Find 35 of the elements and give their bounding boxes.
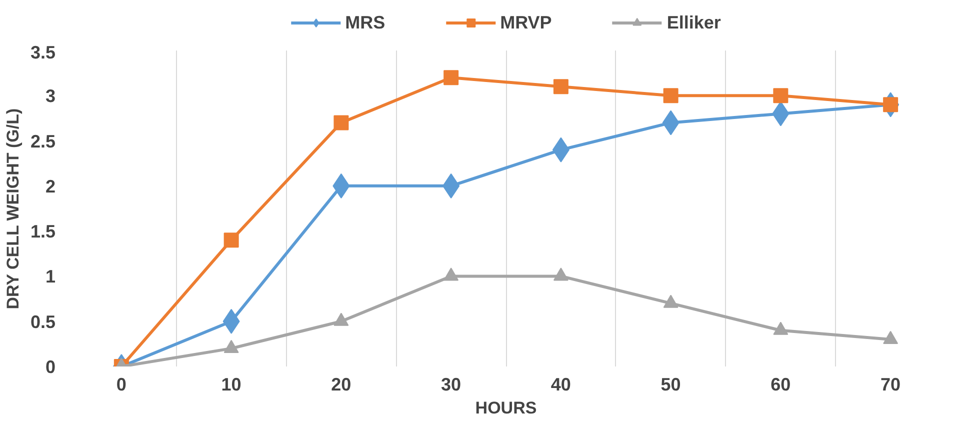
y-tick-label: 1 — [45, 266, 56, 287]
point — [773, 88, 788, 104]
point — [883, 97, 898, 112]
y-tick-label: 2.5 — [30, 131, 56, 152]
y-axis-title: DRY CELL WEIGHT (G/L) — [3, 108, 22, 310]
legend-label: MRVP — [500, 12, 552, 33]
x-tick-label: 30 — [441, 374, 462, 394]
y-tick-label: 3.5 — [30, 42, 56, 62]
y-tick-label: 1.5 — [30, 222, 56, 242]
y-tick-label: 3 — [45, 86, 56, 106]
point — [773, 322, 788, 335]
y-tick-label: 0 — [45, 357, 56, 377]
x-tick-label: 40 — [550, 374, 571, 394]
point — [663, 88, 678, 104]
point — [334, 115, 349, 130]
x-tick-label: 20 — [331, 374, 352, 394]
point — [553, 79, 568, 94]
point — [663, 294, 678, 308]
legend-label: MRS — [345, 12, 386, 33]
x-tick-label: 10 — [221, 374, 242, 394]
y-tick-label: 0.5 — [30, 312, 56, 332]
point — [444, 268, 459, 281]
point — [224, 340, 239, 353]
x-tick-label: 50 — [660, 374, 681, 394]
point — [444, 70, 459, 86]
x-axis-title: HOURS — [475, 398, 537, 418]
x-tick-label: 0 — [116, 374, 126, 394]
point — [334, 312, 349, 326]
y-tick-label: 2 — [45, 176, 56, 196]
point — [883, 330, 898, 344]
point — [224, 232, 239, 248]
legend-label: Elliker — [666, 12, 721, 33]
x-tick-label: 60 — [770, 374, 791, 394]
point — [553, 268, 568, 281]
x-tick-label: 70 — [880, 374, 901, 394]
